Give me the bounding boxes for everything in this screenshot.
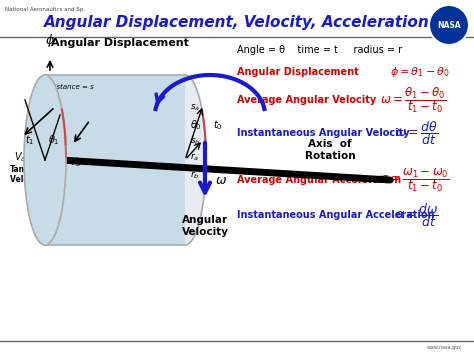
Text: NASA: NASA: [437, 21, 461, 29]
Text: Tangential
Velocity = V: Tangential Velocity = V: [10, 165, 62, 184]
Circle shape: [429, 5, 469, 45]
Text: Instantaneous Angular Velocity: Instantaneous Angular Velocity: [237, 128, 410, 138]
Text: $\phi = \theta_1 - \theta_0$: $\phi = \theta_1 - \theta_0$: [390, 65, 450, 79]
Text: $\theta_1$: $\theta_1$: [48, 133, 60, 147]
Text: National Aeronautics and Sp.: National Aeronautics and Sp.: [5, 7, 85, 12]
Text: $s_b$: $s_b$: [190, 137, 201, 147]
Text: $\phi$: $\phi$: [45, 32, 55, 49]
Text: www.nasa.gov: www.nasa.gov: [427, 345, 462, 350]
Text: $\omega = \dfrac{\theta_1 - \theta_0}{t_1 - t_0}$: $\omega = \dfrac{\theta_1 - \theta_0}{t_…: [380, 85, 446, 115]
Text: Angular Displacement: Angular Displacement: [237, 67, 359, 77]
Text: $s_a$: $s_a$: [190, 103, 200, 113]
Text: Instantaneous Angular Acceleration: Instantaneous Angular Acceleration: [237, 210, 435, 220]
Text: Angular Displacement: Angular Displacement: [51, 38, 189, 48]
Text: Average Angular Velocity: Average Angular Velocity: [237, 95, 376, 105]
Ellipse shape: [24, 75, 66, 245]
Text: $t_1$: $t_1$: [25, 133, 35, 147]
Bar: [45, 75, 185, 245]
Text: $\omega = \dfrac{d\theta}{dt}$: $\omega = \dfrac{d\theta}{dt}$: [395, 119, 438, 147]
Text: $t_0$: $t_0$: [213, 118, 223, 132]
Text: Angular
Velocity: Angular Velocity: [182, 215, 228, 236]
Ellipse shape: [164, 75, 206, 245]
Text: Angle = θ    time = t     radius = r: Angle = θ time = t radius = r: [237, 45, 402, 55]
Text: $r_a$: $r_a$: [190, 151, 199, 163]
Text: $\theta_0$: $\theta_0$: [190, 118, 202, 132]
Text: Angular Displacement, Velocity, Acceleration: Angular Displacement, Velocity, Accelera…: [44, 15, 430, 29]
Text: $V_b$: $V_b$: [69, 155, 82, 169]
Text: $V_a$: $V_a$: [14, 150, 26, 164]
Text: $r_b$: $r_b$: [190, 169, 200, 181]
Text: Axis  of
Rotation: Axis of Rotation: [305, 139, 356, 161]
Text: $\alpha = \dfrac{d\omega}{dt}$: $\alpha = \dfrac{d\omega}{dt}$: [395, 201, 439, 229]
Text: $\alpha = \dfrac{\omega_1 - \omega_0}{t_1 - t_0}$: $\alpha = \dfrac{\omega_1 - \omega_0}{t_…: [380, 166, 449, 194]
Text: $\omega$: $\omega$: [215, 174, 227, 186]
Text: Average Angular Acceleration: Average Angular Acceleration: [237, 175, 401, 185]
Text: distance = s: distance = s: [50, 84, 94, 90]
